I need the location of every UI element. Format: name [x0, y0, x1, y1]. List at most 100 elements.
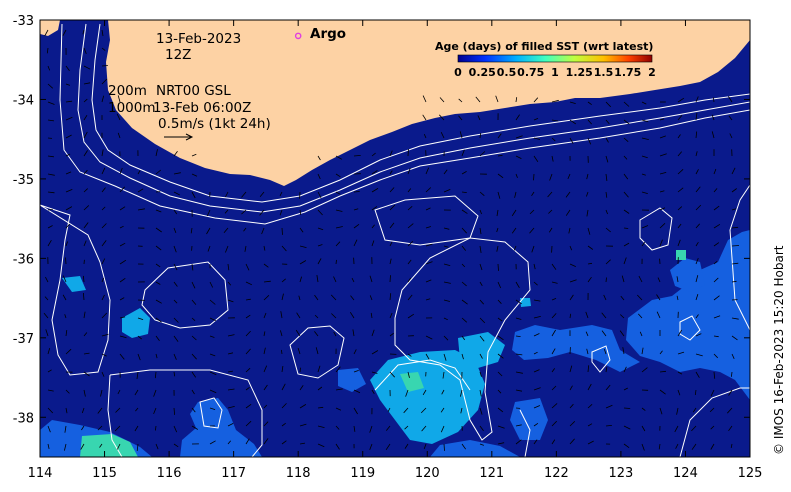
current-vector — [731, 317, 739, 320]
current-vector — [533, 155, 539, 163]
current-vector — [405, 389, 409, 397]
current-vector — [317, 227, 324, 231]
current-vector — [101, 277, 104, 283]
current-vector — [263, 404, 268, 409]
current-vector — [497, 371, 503, 377]
current-vector — [47, 407, 54, 414]
current-vector — [155, 245, 162, 251]
current-vector — [638, 275, 643, 283]
current-vector — [389, 332, 394, 337]
current-vector — [173, 407, 175, 415]
current-vector — [335, 366, 341, 373]
current-vector — [173, 443, 179, 448]
current-vector — [47, 347, 51, 355]
current-vector — [623, 119, 630, 125]
current-vector — [712, 97, 715, 103]
current-vector — [47, 155, 54, 158]
current-vector — [83, 150, 88, 157]
current-vector — [458, 115, 463, 121]
current-vector — [389, 371, 395, 378]
current-vector — [335, 191, 341, 195]
current-vector — [479, 425, 484, 431]
current-vector — [531, 245, 535, 253]
current-vector — [62, 29, 67, 36]
current-vector — [443, 245, 449, 248]
current-vector — [101, 353, 107, 357]
current-vector — [47, 119, 55, 122]
lat-tick-label: -35 — [13, 173, 34, 188]
current-vector — [389, 258, 392, 265]
current-vector — [461, 443, 467, 450]
current-vector — [713, 335, 719, 338]
current-vector — [263, 331, 266, 337]
current-vector — [515, 281, 520, 289]
current-vector — [317, 386, 323, 391]
current-vector — [46, 47, 49, 54]
current-vector — [47, 65, 51, 71]
current-vector — [44, 296, 49, 301]
current-vector — [190, 227, 193, 234]
current-vector — [497, 154, 503, 157]
current-vector — [695, 113, 698, 121]
current-vector — [731, 188, 737, 193]
current-vector — [47, 209, 53, 211]
current-vector — [533, 281, 538, 286]
current-vector — [443, 353, 447, 361]
current-vector — [65, 223, 70, 229]
current-vector — [137, 335, 142, 340]
current-vector — [497, 191, 501, 199]
current-vector — [173, 209, 178, 215]
current-vector — [551, 385, 557, 391]
current-vector — [443, 281, 451, 284]
argo-label: Argo — [310, 26, 346, 42]
current-vector — [225, 245, 229, 253]
current-vector — [425, 243, 433, 247]
current-vector — [119, 277, 126, 283]
current-vector — [115, 407, 121, 413]
time-label: 12Z — [165, 47, 191, 63]
current-vector — [407, 371, 410, 378]
current-vector — [317, 365, 321, 373]
current-vector — [259, 191, 265, 197]
current-vector — [173, 151, 178, 157]
current-vector — [479, 132, 481, 139]
current-vector — [155, 299, 162, 304]
current-vector — [587, 423, 593, 427]
current-vector — [335, 241, 341, 247]
current-vector — [497, 263, 499, 271]
current-vector — [371, 206, 378, 211]
current-vector — [423, 443, 427, 450]
current-vector — [641, 101, 647, 105]
current-vector — [533, 369, 540, 373]
current-vector — [514, 191, 517, 198]
current-vector — [677, 329, 683, 337]
current-vector — [134, 389, 139, 396]
current-vector — [173, 425, 178, 433]
current-vector — [191, 353, 197, 360]
colorbar-tick-label: 0.5 — [497, 66, 517, 79]
lat-tick-label: -34 — [13, 93, 34, 108]
current-vector — [281, 440, 287, 445]
current-vector — [317, 155, 321, 161]
current-vector — [330, 294, 337, 301]
current-vector — [692, 407, 697, 413]
current-vector — [605, 191, 608, 198]
current-vector — [101, 312, 108, 319]
current-vector — [443, 335, 449, 341]
current-vector — [404, 443, 409, 449]
current-vector — [551, 119, 559, 122]
colorbar-tick-label: 0 — [454, 66, 462, 79]
current-vector — [695, 96, 699, 103]
current-vector — [423, 133, 427, 139]
current-vector — [422, 389, 427, 396]
current-vector — [605, 155, 609, 163]
current-vector — [47, 239, 52, 247]
current-vector — [64, 425, 67, 433]
current-vector — [461, 227, 467, 234]
current-vector — [695, 186, 701, 193]
current-vector — [119, 206, 126, 211]
current-vector — [65, 257, 67, 265]
current-vector — [83, 114, 88, 121]
colorbar-tick-label: 1.5 — [594, 66, 614, 79]
current-vector — [425, 335, 433, 340]
